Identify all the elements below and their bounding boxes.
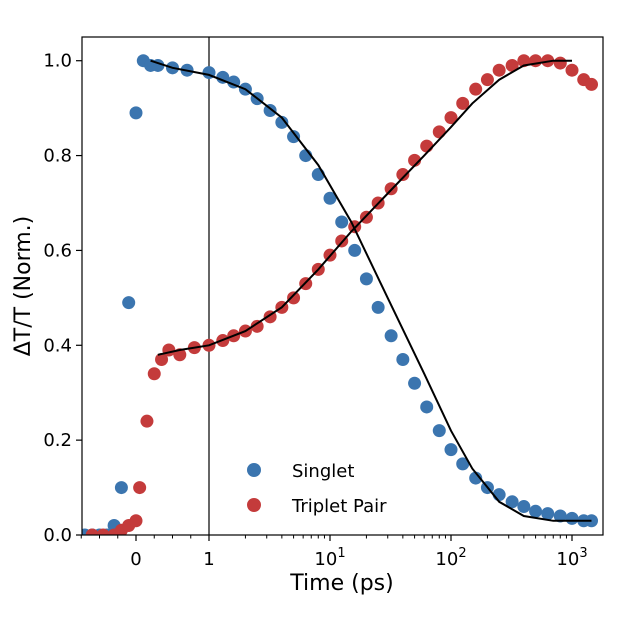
data-point-triplet-pair <box>456 96 470 110</box>
data-point-triplet-pair <box>287 291 301 305</box>
data-point-singlet <box>517 500 531 514</box>
y-axis-label: ΔT/T (Norm.) <box>11 216 36 357</box>
legend: Singlet Triplet Pair <box>247 461 387 517</box>
data-point-singlet <box>408 376 422 390</box>
data-point-triplet-pair <box>505 58 519 72</box>
data-point-triplet-pair <box>96 528 110 535</box>
data-point-triplet-pair <box>565 63 579 77</box>
data-point-triplet-pair <box>480 73 494 87</box>
data-point-singlet <box>114 481 128 495</box>
data-point-triplet-pair <box>133 481 147 495</box>
data-point-singlet <box>553 509 567 523</box>
data-point-singlet <box>456 457 470 471</box>
data-point-triplet-pair <box>444 111 458 125</box>
data-point-singlet <box>529 504 543 518</box>
plot-content <box>82 37 599 535</box>
legend-marker-singlet <box>247 463 261 477</box>
data-point-singlet <box>469 471 483 485</box>
data-point-singlet <box>565 511 579 525</box>
data-point-triplet-pair <box>492 63 506 77</box>
y-tick-label: 0.2 <box>43 430 72 451</box>
y-axis: 0.0 0.2 0.4 0.6 0.8 1.0 <box>43 51 82 546</box>
data-point-singlet <box>129 106 143 120</box>
x-tick-label: 0 <box>130 549 141 570</box>
data-point-triplet-pair <box>585 77 599 91</box>
data-point-singlet <box>432 424 446 438</box>
y-tick-label: 0.8 <box>43 146 72 167</box>
data-point-singlet <box>444 443 458 457</box>
data-point-singlet <box>541 507 555 521</box>
plot-area <box>82 37 599 535</box>
data-point-singlet <box>122 296 136 310</box>
data-point-singlet <box>275 115 289 129</box>
data-point-triplet-pair <box>469 82 483 96</box>
data-point-singlet <box>348 243 362 257</box>
data-point-triplet-pair <box>420 139 434 153</box>
data-point-singlet <box>505 495 519 509</box>
plot-frame <box>81 36 604 536</box>
data-point-triplet-pair <box>140 414 154 428</box>
fit-line-triplet-pair <box>157 59 572 356</box>
x-axis-label: Time (ps) <box>289 571 393 596</box>
data-point-triplet-pair <box>396 168 410 182</box>
data-point-triplet-pair <box>129 514 143 528</box>
x-tick-label: 102 <box>435 546 466 570</box>
legend-marker-triplet-pair <box>247 498 261 512</box>
data-point-singlet <box>585 514 599 528</box>
fit-line-singlet <box>150 59 592 522</box>
x-tick-label: 1 <box>203 549 214 570</box>
data-point-triplet-pair <box>553 56 567 70</box>
x-tick-label: 103 <box>556 546 587 570</box>
data-point-singlet <box>287 130 301 144</box>
data-point-triplet-pair <box>147 367 161 381</box>
data-point-triplet-pair <box>432 125 446 139</box>
data-point-singlet <box>335 215 349 229</box>
data-point-singlet <box>359 272 373 286</box>
y-tick-label: 0.0 <box>43 525 72 546</box>
data-point-singlet <box>384 329 398 343</box>
data-point-singlet <box>420 400 434 414</box>
x-tick-label: 101 <box>314 546 345 570</box>
y-tick-label: 1.0 <box>43 51 72 72</box>
y-tick-label: 0.4 <box>43 335 72 356</box>
data-point-singlet <box>263 104 277 118</box>
y-tick-label: 0.6 <box>43 240 72 261</box>
data-point-triplet-pair <box>250 319 264 333</box>
data-point-singlet <box>371 300 385 314</box>
data-point-triplet-pair <box>85 528 99 535</box>
data-point-singlet <box>323 191 337 205</box>
legend-label-singlet: Singlet <box>292 461 354 482</box>
legend-label-triplet-pair: Triplet Pair <box>291 496 387 517</box>
data-point-triplet-pair <box>155 353 169 367</box>
data-point-singlet <box>396 353 410 367</box>
x-axis: 0 1 101 102 103 <box>80 535 588 570</box>
